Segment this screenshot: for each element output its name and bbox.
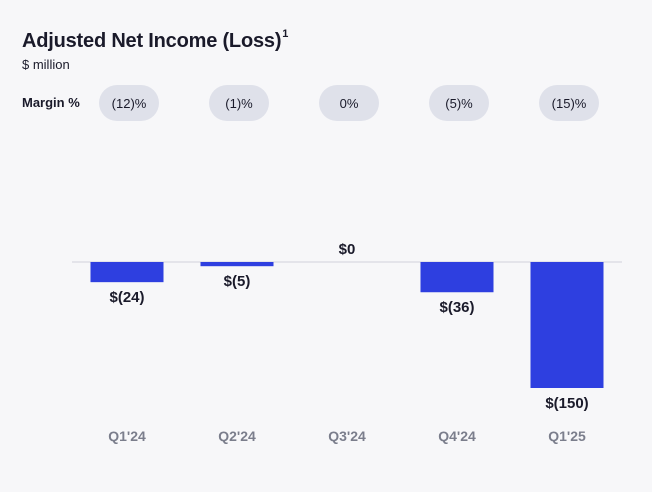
x-tick-label-1: Q2'24 [218,428,256,444]
margin-pill-2: 0% [319,85,379,121]
bar-0 [90,262,164,283]
x-tick-label-2: Q3'24 [328,428,366,444]
bar-4 [530,262,604,388]
margin-row-label: Margin % [22,95,80,110]
margin-pill-3: (5)% [429,85,489,121]
value-label-2: $0 [339,241,356,258]
margin-pill-4: (15)% [539,85,599,121]
x-tick-label-3: Q4'24 [438,428,476,444]
margin-pill-1: (1)% [209,85,269,121]
x-tick-label-0: Q1'24 [108,428,146,444]
title-text: Adjusted Net Income (Loss) [22,30,282,52]
chart-title: Adjusted Net Income (Loss)1 [22,28,289,53]
value-label-4: $(150) [545,395,588,412]
value-label-3: $(36) [439,299,474,316]
x-tick-label-4: Q1'25 [548,428,586,444]
value-label-0: $(24) [109,289,144,306]
bar-3 [420,262,494,293]
margin-pill-0: (12)% [99,85,159,121]
bar-1 [200,262,274,267]
value-label-1: $(5) [224,273,251,290]
chart-subtitle: $ million [22,57,70,72]
title-footnote: 1 [282,28,289,41]
